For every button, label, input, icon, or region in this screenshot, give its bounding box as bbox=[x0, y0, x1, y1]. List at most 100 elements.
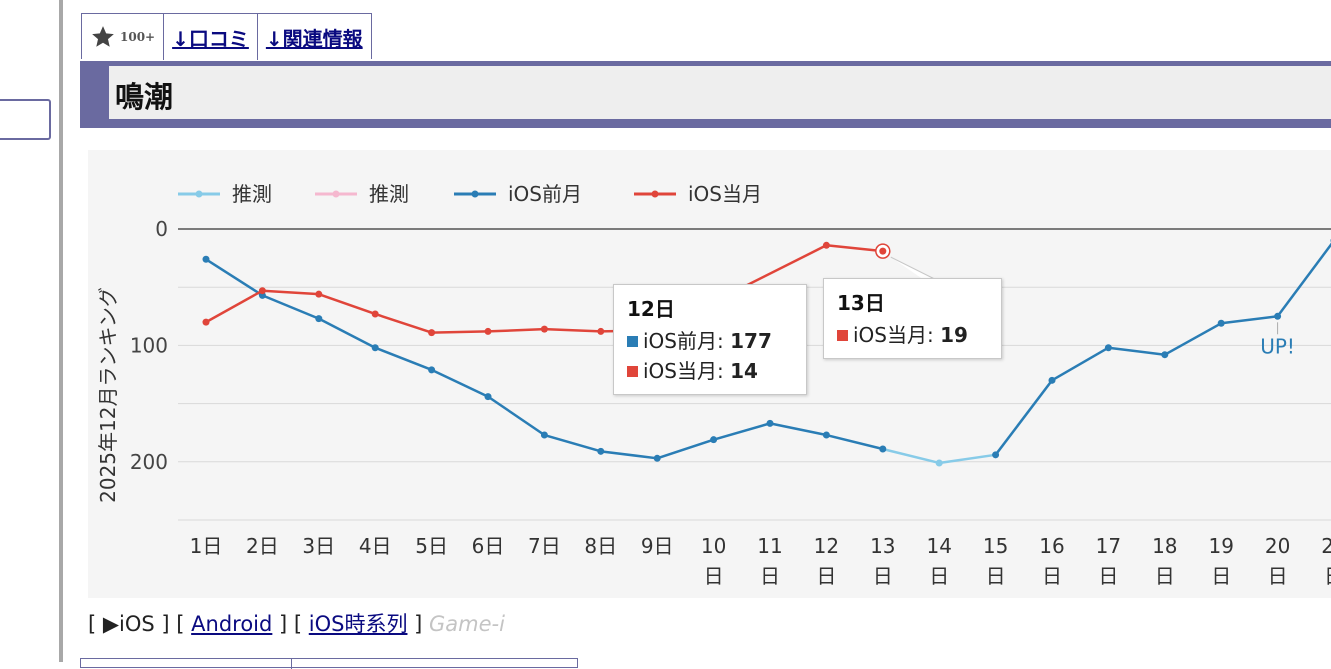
y-tick-label: 0 bbox=[155, 217, 168, 241]
ios-curr-segment bbox=[826, 245, 882, 251]
legend-label: 推測 bbox=[369, 182, 409, 206]
ios-prev-point bbox=[541, 432, 548, 439]
ios-prev-segment bbox=[375, 348, 431, 370]
ios-prev-segment bbox=[996, 380, 1052, 454]
ios-prev-point bbox=[1105, 344, 1112, 351]
x-tick-label: 6日 bbox=[472, 534, 505, 558]
bracket: ] [ bbox=[272, 612, 308, 636]
ios-prev-segment bbox=[432, 370, 488, 397]
ios-prev-segment bbox=[826, 435, 882, 449]
x-tick-label: 9日 bbox=[641, 534, 674, 558]
star-count: 100+ bbox=[120, 30, 155, 44]
ios-prev-segment bbox=[601, 451, 657, 458]
ios-prev-segment bbox=[544, 435, 600, 451]
tooltip-13: 13日 iOS当月: 19 bbox=[823, 278, 1002, 359]
tooltip-row: iOS当月: 19 bbox=[837, 320, 988, 350]
ios-prev-point bbox=[485, 393, 492, 400]
tab-related[interactable]: ↓関連情報 bbox=[258, 14, 371, 60]
ios-prev-segment bbox=[1052, 348, 1108, 381]
platform-links: [ ▶iOS ] [ Android ] [ iOS時系列 ] Game-i bbox=[88, 608, 505, 638]
sidebar-button[interactable] bbox=[0, 99, 51, 140]
ios-prev-segment bbox=[206, 259, 262, 295]
x-tick-label: 2日 bbox=[246, 534, 279, 558]
ios-prev-segment bbox=[1165, 323, 1221, 354]
ios-prev-point bbox=[710, 436, 717, 443]
ios-prev-segment bbox=[883, 449, 939, 463]
y-tick-label: 200 bbox=[130, 450, 168, 474]
legend-marker bbox=[196, 191, 203, 198]
ios-prev-point bbox=[823, 432, 830, 439]
tooltip-label: iOS当月 bbox=[643, 359, 717, 383]
ios-prev-point bbox=[1218, 320, 1225, 327]
tooltip-label: iOS前月 bbox=[643, 329, 717, 353]
ios-prev-point bbox=[1049, 377, 1056, 384]
ios-curr-point bbox=[315, 291, 322, 298]
x-tick-label: 4日 bbox=[359, 534, 392, 558]
ios-prev-segment bbox=[714, 423, 770, 439]
title-panel bbox=[109, 66, 1331, 119]
tooltip-row: iOS当月: 14 bbox=[627, 356, 793, 386]
ios-prev-point bbox=[1161, 351, 1168, 358]
tab-reviews[interactable]: ↓口コミ bbox=[164, 14, 258, 60]
star-icon bbox=[90, 24, 116, 50]
ios-prev-point bbox=[372, 344, 379, 351]
series-swatch bbox=[627, 366, 638, 377]
series-swatch bbox=[837, 330, 848, 341]
ios-prev-point bbox=[654, 455, 661, 462]
top-tabs: 100+ ↓口コミ ↓関連情報 bbox=[81, 13, 372, 59]
tooltip-pointer bbox=[891, 257, 935, 279]
legend-label: 推測 bbox=[232, 182, 272, 206]
ios-curr-point bbox=[259, 287, 266, 294]
ios-curr-point bbox=[597, 328, 604, 335]
ios-curr-segment bbox=[319, 294, 375, 314]
ios-prev-point bbox=[203, 256, 210, 263]
tooltip-value: 19 bbox=[940, 323, 968, 347]
ios-curr-point bbox=[372, 310, 379, 317]
ios-prev-segment bbox=[262, 295, 318, 318]
ios-prev-segment bbox=[319, 319, 375, 348]
bracket: ] [ bbox=[155, 612, 191, 636]
ios-prev-segment bbox=[657, 440, 713, 459]
ios-timeline-link[interactable]: iOS時系列 bbox=[309, 612, 408, 636]
series-swatch bbox=[627, 336, 638, 347]
ios-prev-point bbox=[879, 445, 886, 452]
ios-prev-point bbox=[767, 420, 774, 427]
tab-star[interactable]: 100+ bbox=[82, 14, 164, 60]
bracket: ] bbox=[407, 612, 429, 636]
tooltip-value: 14 bbox=[730, 359, 758, 383]
ios-prev-point bbox=[1274, 313, 1281, 320]
ios-curr-point bbox=[203, 319, 210, 326]
x-tick-label: 8日 bbox=[584, 534, 617, 558]
y-axis-label: 2025年12月ランキング bbox=[96, 287, 120, 503]
ios-curr-point bbox=[541, 326, 548, 333]
ios-prev-segment bbox=[770, 423, 826, 435]
legend-label: iOS当月 bbox=[688, 182, 762, 206]
android-link[interactable]: Android bbox=[191, 612, 272, 636]
ios-curr-point bbox=[485, 328, 492, 335]
tooltip-label: iOS当月 bbox=[853, 323, 927, 347]
tooltip-12: 12日 iOS前月: 177 iOS当月: 14 bbox=[613, 284, 807, 395]
x-tick-label: 7日 bbox=[528, 534, 561, 558]
ios-curr-point bbox=[879, 248, 886, 255]
tooltip-value: 177 bbox=[730, 329, 772, 353]
left-divider bbox=[59, 0, 63, 662]
legend-label: iOS前月 bbox=[508, 182, 582, 206]
x-tick-label: 21日 bbox=[1321, 534, 1331, 588]
ios-curr-segment bbox=[488, 329, 544, 331]
ios-curr-point bbox=[428, 329, 435, 336]
ios-prev-segment bbox=[488, 397, 544, 435]
ios-prev-point bbox=[936, 459, 943, 466]
reviews-link[interactable]: ↓口コミ bbox=[172, 23, 249, 52]
related-link[interactable]: ↓関連情報 bbox=[266, 23, 363, 52]
ios-current: ▶iOS bbox=[103, 612, 155, 636]
annotation-label: UP! bbox=[1260, 334, 1295, 358]
